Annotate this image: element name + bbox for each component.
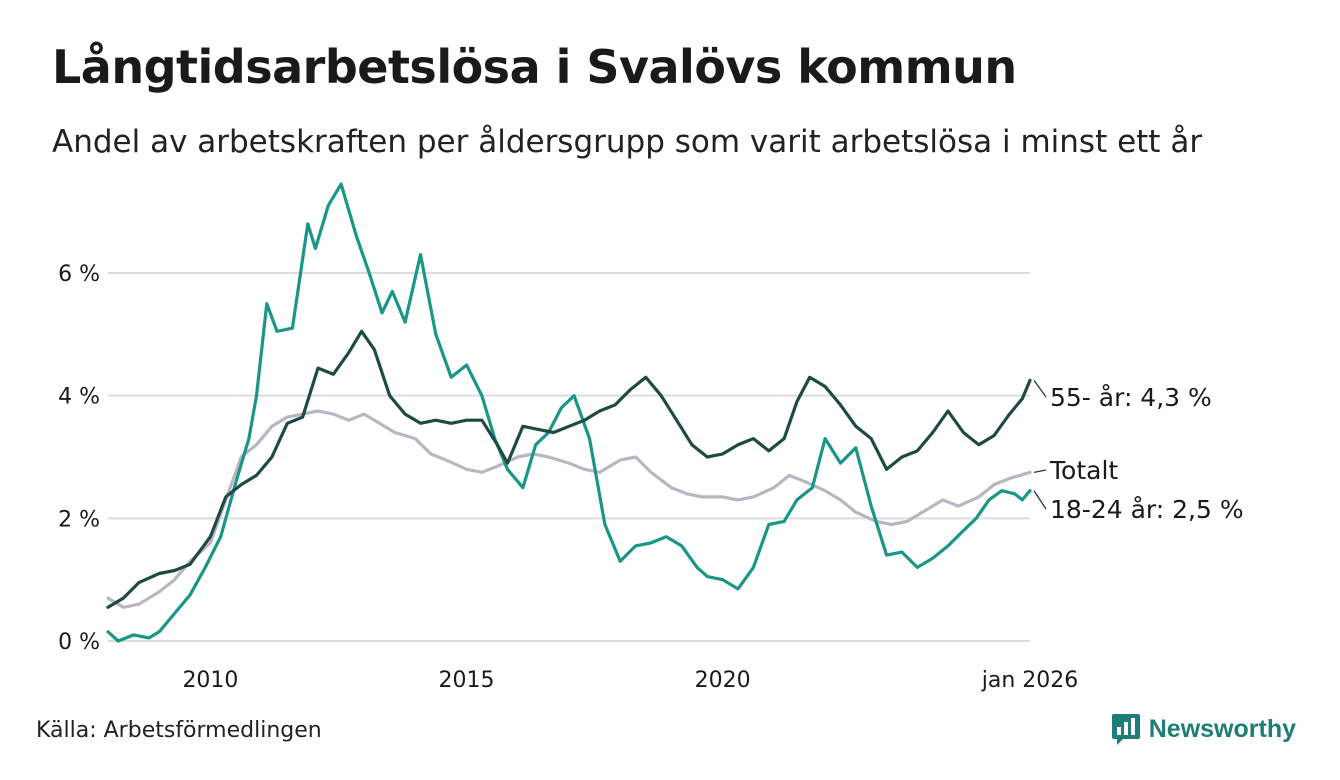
series-line-s55 — [106, 329, 1032, 609]
source-note: Källa: Arbetsförmedlingen — [36, 718, 322, 743]
series-lines — [106, 182, 1032, 643]
chart-subtitle: Andel av arbetskraften per åldersgrupp s… — [52, 124, 1203, 160]
label-connector-s18_24 — [1033, 490, 1047, 510]
grid-lines — [108, 272, 1030, 642]
y-tick-label: 6 % — [58, 262, 100, 287]
brand-name: Newsworthy — [1148, 714, 1296, 743]
x-tick-label: jan 2026 — [981, 668, 1079, 693]
brand-logo[interactable]: Newsworthy — [1111, 712, 1296, 746]
series-line-s18_24 — [106, 182, 1032, 643]
y-axis: 0 % 2 % 4 % 6 % — [58, 262, 100, 655]
x-tick-label: 2015 — [439, 668, 495, 693]
series-labels: Totalt 18-24 år: 2,5 % 55- år: 4,3 % — [1033, 379, 1244, 524]
label-connector-s55 — [1033, 379, 1047, 398]
y-tick-label: 4 % — [58, 385, 100, 410]
x-axis: 2010 2015 2020 jan 2026 — [182, 668, 1078, 693]
y-tick-label: 0 % — [58, 630, 100, 655]
newsworthy-logo-icon — [1111, 714, 1140, 745]
chart-title: Långtidsarbetslösa i Svalövs kommun — [52, 40, 1017, 94]
label-connector-total — [1033, 469, 1047, 473]
series-line-total — [106, 409, 1032, 609]
x-tick-label: 2020 — [695, 668, 751, 693]
series-label-s55: 55- år: 4,3 % — [1050, 383, 1212, 412]
series-label-s18_24: 18-24 år: 2,5 % — [1050, 495, 1244, 524]
series-label-total: Totalt — [1049, 456, 1118, 485]
x-tick-label: 2010 — [182, 668, 238, 693]
y-tick-label: 2 % — [58, 507, 100, 532]
